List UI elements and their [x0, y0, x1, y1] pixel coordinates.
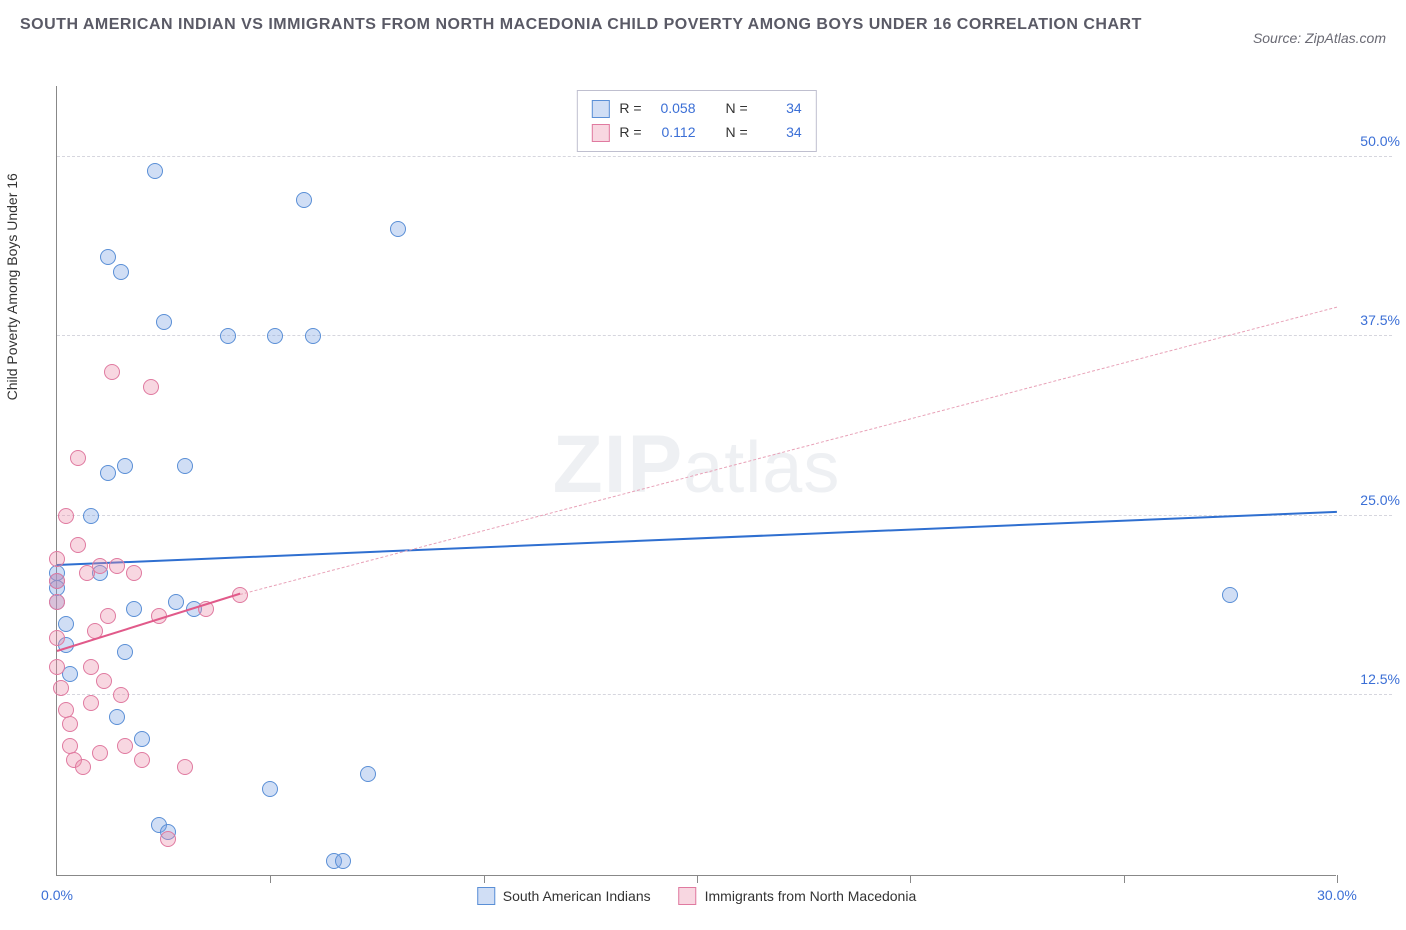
n-label: N =: [726, 121, 748, 145]
data-point: [113, 687, 129, 703]
watermark: ZIPatlas: [553, 418, 841, 512]
x-tick: [484, 875, 485, 883]
data-point: [49, 551, 65, 567]
data-point: [62, 716, 78, 732]
data-point: [100, 249, 116, 265]
data-point: [177, 458, 193, 474]
data-point: [117, 458, 133, 474]
r-value: 0.112: [652, 121, 696, 145]
legend-swatch: [477, 887, 495, 905]
data-point: [220, 328, 236, 344]
gridline: [57, 515, 1392, 516]
data-point: [92, 745, 108, 761]
data-point: [58, 616, 74, 632]
y-tick-label: 12.5%: [1360, 671, 1400, 687]
trend-line: [57, 511, 1337, 566]
data-point: [160, 831, 176, 847]
chart-title: SOUTH AMERICAN INDIAN VS IMMIGRANTS FROM…: [20, 12, 1142, 38]
x-tick: [910, 875, 911, 883]
r-label: R =: [619, 97, 641, 121]
data-point: [70, 537, 86, 553]
y-axis-label: Child Poverty Among Boys Under 16: [4, 173, 20, 400]
legend-item: Immigrants from North Macedonia: [679, 887, 917, 905]
data-point: [49, 630, 65, 646]
data-point: [109, 709, 125, 725]
data-point: [168, 594, 184, 610]
legend-swatch: [591, 100, 609, 118]
x-tick: [270, 875, 271, 883]
data-point: [126, 565, 142, 581]
data-point: [109, 558, 125, 574]
chart-container: Child Poverty Among Boys Under 16 ZIPatl…: [20, 86, 1402, 926]
legend-label: South American Indians: [503, 888, 651, 904]
data-point: [83, 659, 99, 675]
data-point: [267, 328, 283, 344]
data-point: [49, 594, 65, 610]
trend-line: [57, 593, 241, 652]
data-point: [305, 328, 321, 344]
data-point: [1222, 587, 1238, 603]
x-tick-label: 30.0%: [1317, 887, 1357, 903]
n-value: 34: [758, 121, 802, 145]
data-point: [104, 364, 120, 380]
data-point: [296, 192, 312, 208]
r-label: R =: [619, 121, 641, 145]
legend-item: South American Indians: [477, 887, 651, 905]
x-tick: [1337, 875, 1338, 883]
data-point: [177, 759, 193, 775]
n-label: N =: [726, 97, 748, 121]
data-point: [335, 853, 351, 869]
legend-label: Immigrants from North Macedonia: [705, 888, 917, 904]
data-point: [49, 573, 65, 589]
data-point: [143, 379, 159, 395]
scatter-plot: ZIPatlas R =0.058N =34R =0.112N =34 Sout…: [56, 86, 1336, 876]
legend-stat-row: R = 0.058 N = 34: [591, 97, 801, 121]
data-point: [92, 558, 108, 574]
data-point: [360, 766, 376, 782]
trend-line: [240, 307, 1337, 595]
data-point: [126, 601, 142, 617]
legend-swatch: [591, 124, 609, 142]
data-point: [262, 781, 278, 797]
data-point: [58, 508, 74, 524]
data-point: [134, 752, 150, 768]
x-tick-label: 0.0%: [41, 887, 73, 903]
gridline: [57, 694, 1392, 695]
gridline: [57, 335, 1392, 336]
data-point: [100, 465, 116, 481]
legend-stat-row: R = 0.112 N = 34: [591, 121, 801, 145]
data-point: [113, 264, 129, 280]
data-point: [390, 221, 406, 237]
legend-swatch: [679, 887, 697, 905]
y-tick-label: 25.0%: [1360, 492, 1400, 508]
y-tick-label: 37.5%: [1360, 312, 1400, 328]
legend-series: South American Indians Immigrants from No…: [477, 887, 917, 905]
x-tick: [697, 875, 698, 883]
n-value: 34: [758, 97, 802, 121]
data-point: [117, 644, 133, 660]
data-point: [70, 450, 86, 466]
data-point: [156, 314, 172, 330]
data-point: [75, 759, 91, 775]
data-point: [83, 695, 99, 711]
gridline: [57, 156, 1392, 157]
data-point: [117, 738, 133, 754]
data-point: [83, 508, 99, 524]
data-point: [100, 608, 116, 624]
data-point: [96, 673, 112, 689]
data-point: [49, 659, 65, 675]
data-point: [134, 731, 150, 747]
data-point: [53, 680, 69, 696]
legend-stats: R = 0.058 N = 34 R = 0.112 N = 34: [576, 90, 816, 152]
r-value: 0.058: [652, 97, 696, 121]
data-point: [147, 163, 163, 179]
y-tick-label: 50.0%: [1360, 133, 1400, 149]
source-label: Source: ZipAtlas.com: [1253, 30, 1386, 46]
x-tick: [1124, 875, 1125, 883]
